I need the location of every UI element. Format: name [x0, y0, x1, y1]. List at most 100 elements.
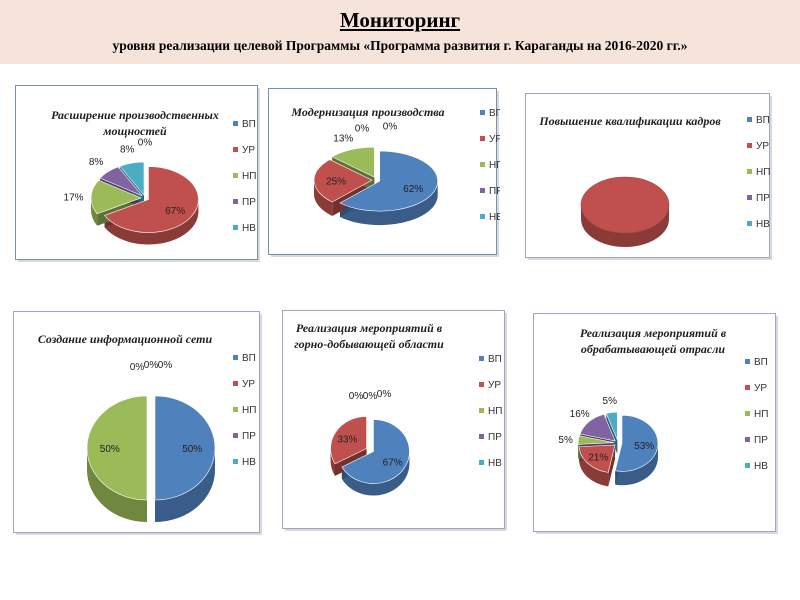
pie-slice-wall-ur — [335, 448, 367, 476]
legend-label-nv: НВ — [242, 457, 256, 468]
chart-5-svg: Реализация мероприятий в горно-добывающей… — [282, 310, 507, 531]
legend-label-ur: УР — [488, 380, 501, 391]
legend-swatch-vp — [233, 121, 238, 126]
data-label-nv: 0% — [349, 391, 364, 402]
pie-slice-side-ur — [314, 180, 333, 216]
legend-label-vp: ВП — [242, 353, 256, 364]
legend-swatch-pr — [747, 195, 752, 200]
legend-swatch-np — [479, 408, 484, 413]
data-label-pr: 0% — [383, 122, 398, 133]
data-label-ur: 25% — [326, 177, 346, 188]
legend-label-vp: ВП — [756, 115, 770, 126]
legend-label-pr: ПР — [488, 432, 502, 443]
header-band: Мониторинг уровня реализации целевой Про… — [0, 0, 800, 64]
legend-swatch-vp — [747, 117, 752, 122]
pie-slice-np — [90, 179, 142, 215]
data-label-pr: 0% — [377, 389, 392, 400]
legend-label-pr: ПР — [242, 197, 256, 208]
data-label-vp: 67% — [383, 458, 403, 469]
chart-6-svg: Реализация мероприятий в обрабатывающей о… — [533, 313, 778, 534]
legend-label-ur: УР — [756, 141, 769, 152]
legend-label-nv: НВ — [754, 461, 768, 472]
data-label-ur: 33% — [337, 434, 357, 445]
legend-swatch-nv — [479, 460, 484, 465]
data-label-nv: 0% — [355, 124, 370, 135]
data-label-ur: 67% — [165, 206, 185, 217]
chart-title: обрабатывающей отрасли — [581, 342, 725, 356]
chart-title: Реализация мероприятий в — [296, 321, 443, 335]
chart-panel-5: Реализация мероприятий в горно-добывающей… — [282, 310, 508, 532]
legend-swatch-pr — [745, 437, 750, 442]
pie-slice-side-np — [87, 448, 147, 522]
legend-swatch-nv — [233, 459, 238, 464]
pie-slice-side-ur — [581, 205, 669, 247]
chart-title: мощностей — [102, 124, 167, 138]
chart-title: Создание информационной сети — [38, 332, 213, 346]
data-label-nv: 8% — [120, 145, 135, 156]
pie-slice-vp — [614, 414, 659, 472]
pie-slice-ur — [580, 176, 670, 234]
legend-swatch-nv — [747, 221, 752, 226]
pie-slice-side-ur — [330, 448, 336, 476]
chart-panel-4: Создание информационной сети ВП УР НП ПР НВ 50… — [13, 311, 263, 536]
legend-label-np: НП — [242, 405, 256, 416]
data-label-vp: 62% — [403, 184, 423, 195]
legend-label-vp: ВП — [489, 108, 500, 119]
pie-slice-pr — [579, 413, 616, 442]
page-subtitle: уровня реализации целевой Программы «Про… — [112, 38, 688, 53]
legend-label-pr: ПР — [242, 431, 256, 442]
legend-swatch-vp — [745, 359, 750, 364]
panel-frame — [268, 88, 497, 255]
legend-label-np: НП — [756, 167, 770, 178]
data-label-vp: 53% — [634, 441, 654, 452]
legend-swatch-pr — [233, 433, 238, 438]
data-label-vp: 0% — [138, 137, 153, 148]
pie-tops — [313, 146, 438, 212]
pie-tops — [330, 416, 410, 484]
pie-slice-np — [331, 146, 375, 178]
legend-swatch-ur — [479, 382, 484, 387]
data-label-nv: 5% — [603, 396, 618, 407]
legend-swatch-np — [233, 407, 238, 412]
chart-panel-6: Реализация мероприятий в обрабатывающей о… — [533, 313, 779, 535]
pie-sides — [87, 448, 215, 522]
pie-slice-pr — [99, 166, 143, 197]
legend-label-vp: ВП — [488, 354, 502, 365]
pie-slice-side-np — [91, 197, 98, 226]
pie-slice-np — [577, 435, 615, 445]
legend-swatch-ur — [233, 381, 238, 386]
pie-slice-vp — [341, 419, 410, 484]
legend-swatch-pr — [233, 199, 238, 204]
chart-title: Модернизация производства — [290, 105, 444, 119]
legend-label-ur: УР — [754, 383, 767, 394]
data-label-np: 0% — [363, 391, 378, 402]
legend-label-np: НП — [488, 406, 502, 417]
data-label-np: 17% — [64, 192, 84, 203]
chart-1-svg: Расширение производственных мощностей ВП УР… — [15, 85, 260, 262]
legend-label-vp: ВП — [242, 119, 256, 130]
legend-label-nv: НВ — [242, 223, 256, 234]
pie-slice-side-ur — [104, 199, 199, 245]
legend-swatch-nv — [233, 225, 238, 230]
data-label-np: 13% — [333, 133, 353, 144]
data-label-np: 5% — [558, 435, 573, 446]
legend-swatch-pr — [480, 188, 485, 193]
legend-label-nv: НВ — [488, 458, 502, 469]
pie-slice-np — [86, 395, 148, 501]
panel-frame — [533, 313, 776, 532]
pie-tops — [577, 411, 659, 473]
legend-swatch-pr — [479, 434, 484, 439]
pie-tops — [86, 395, 216, 501]
pie-slice-side-vp — [340, 181, 438, 226]
legend-swatch-vp — [479, 356, 484, 361]
panel-frame — [282, 310, 505, 529]
legend-swatch-np — [745, 411, 750, 416]
page-title: Мониторинг — [339, 8, 461, 32]
data-label-ur: 21% — [588, 452, 608, 463]
legend-label-nv: НВ — [489, 212, 500, 223]
legend-swatch-ur — [233, 147, 238, 152]
legend-label-ur: УР — [242, 145, 255, 156]
pie-slice-vp — [154, 395, 216, 501]
data-label-ur: 0% — [144, 360, 159, 371]
legend-label-ur: УР — [242, 379, 255, 390]
